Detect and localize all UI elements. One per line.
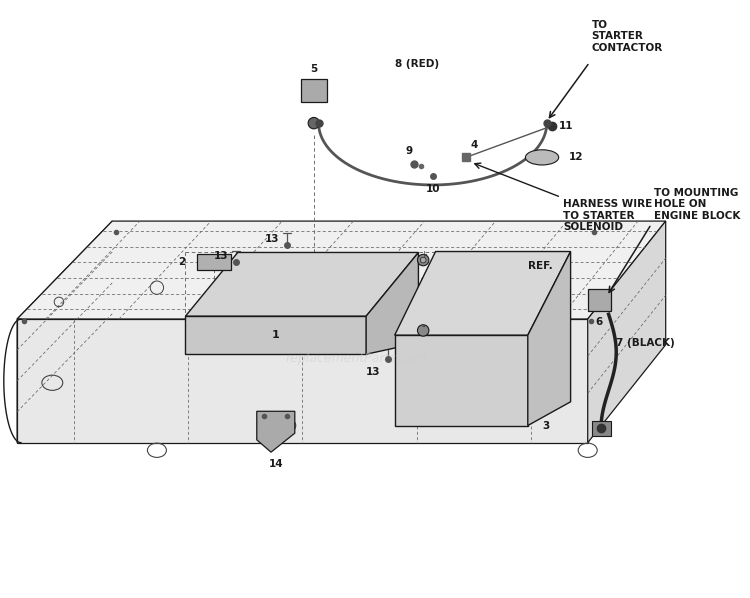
Text: replacementParts.com: replacementParts.com: [286, 352, 428, 365]
Text: 5: 5: [310, 63, 317, 74]
Circle shape: [418, 254, 429, 266]
Text: TO MOUNTING
HOLE ON
ENGINE BLOCK: TO MOUNTING HOLE ON ENGINE BLOCK: [654, 188, 741, 221]
Text: 14: 14: [268, 459, 283, 469]
FancyBboxPatch shape: [592, 421, 610, 436]
Ellipse shape: [526, 150, 559, 165]
Circle shape: [420, 257, 426, 263]
Text: +: +: [420, 250, 427, 259]
Text: TO
STARTER
CONTACTOR: TO STARTER CONTACTOR: [592, 20, 663, 53]
Text: REF.: REF.: [528, 261, 553, 271]
Text: 7 (BLACK): 7 (BLACK): [616, 338, 675, 348]
FancyBboxPatch shape: [196, 254, 231, 270]
Circle shape: [308, 117, 320, 129]
Text: 6: 6: [596, 317, 603, 327]
Text: 2: 2: [178, 257, 185, 267]
Text: 8 (RED): 8 (RED): [394, 59, 439, 69]
Text: 1: 1: [272, 330, 280, 340]
Text: -: -: [422, 321, 425, 331]
FancyBboxPatch shape: [588, 289, 610, 312]
Polygon shape: [588, 221, 666, 443]
Polygon shape: [17, 221, 112, 443]
Text: 4: 4: [471, 140, 478, 150]
Text: 10: 10: [425, 184, 440, 194]
Polygon shape: [394, 335, 528, 426]
Text: 12: 12: [568, 152, 584, 163]
FancyBboxPatch shape: [301, 80, 327, 102]
Text: HARNESS WIRE
TO STARTER
SOLENOID: HARNESS WIRE TO STARTER SOLENOID: [563, 199, 652, 233]
Polygon shape: [394, 252, 571, 335]
Polygon shape: [256, 411, 295, 452]
Polygon shape: [366, 252, 419, 354]
Text: 13: 13: [366, 367, 380, 377]
Polygon shape: [185, 316, 366, 354]
Polygon shape: [17, 221, 666, 319]
Text: 9: 9: [405, 147, 412, 157]
Text: 11: 11: [560, 121, 574, 131]
Polygon shape: [185, 252, 418, 316]
Text: 3: 3: [542, 420, 549, 431]
Text: 13: 13: [214, 251, 228, 261]
Text: 13: 13: [265, 234, 280, 244]
Circle shape: [418, 325, 429, 336]
Polygon shape: [528, 252, 571, 426]
Polygon shape: [17, 319, 588, 443]
